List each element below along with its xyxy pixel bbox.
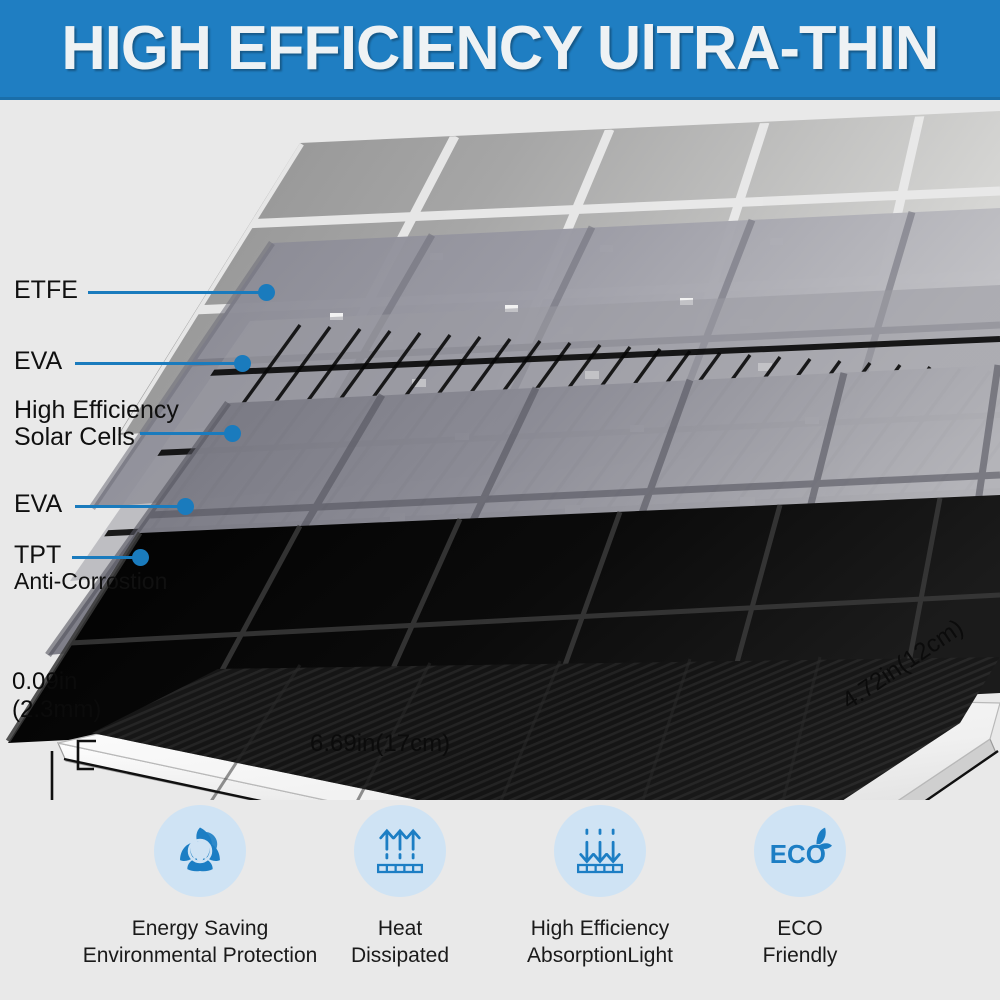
page-title: HIGH EFFICIENCY UlTRA-THIN [61,14,940,83]
feature-label-line1: High Efficiency [530,917,670,940]
callout-label-etfe: ETFE [14,276,78,304]
width-dimension-line [924,750,999,800]
callout-line-etfe [88,291,266,294]
feature-heat-dissipated: Heat Dissipated [300,805,500,969]
dimension-length: 6.69in(17cm) [310,730,451,757]
svg-text:ECO: ECO [770,841,826,869]
length-dimension-line [63,757,262,800]
callout-line-eva-bottom [75,505,185,508]
feature-label-line2: Friendly [762,944,838,967]
callout-dot-eva-bottom [177,498,194,515]
dimension-thickness-line1: 0.09in [12,668,78,695]
exploded-panel-illustration [0,103,1000,800]
callout-dot-eva-top [234,355,251,372]
feature-icon-circle [554,805,646,897]
callout-dot-tpt [132,549,149,566]
callout-dot-etfe [258,284,275,301]
light-down-arrows-icon [576,828,624,874]
feature-label-line2: Dissipated [350,944,450,967]
header-banner: HIGH EFFICIENCY UlTRA-THIN [0,0,1000,100]
callout-label-tpt: TPT [14,541,62,569]
eco-leaf-icon: ECO [770,827,832,869]
feature-strip: Energy Saving Environmental Protection [0,805,1000,1000]
callout-label-solar-cells-line1: High Efficiency [14,396,179,424]
callout-line-tpt [72,556,140,559]
callout-label-eva-top: EVA [14,347,63,375]
callout-label-tpt-sub: Anti-Corrostion [14,568,168,594]
callout-dot-solar-cells [224,425,241,442]
callout-label-solar-cells-line2: Solar Cells [14,423,135,451]
feature-label-line1: ECO [777,917,823,940]
heat-up-arrows-icon [376,828,424,874]
feature-icon-circle: ECO [754,805,846,897]
feature-label-line2: AbsorptionLight [527,944,673,967]
feature-label-line1: Heat [377,917,423,940]
callout-line-solar-cells [140,432,232,435]
thickness-bracket [50,739,96,800]
feature-icon-circle [354,805,446,897]
feature-label-line2: Environmental Protection [82,944,318,967]
callout-line-eva-top [75,362,242,365]
recycle-leaves-icon [180,827,220,872]
finished-panel-base [56,656,1000,800]
feature-icon-circle [154,805,246,897]
callout-label-eva-bottom: EVA [14,490,63,518]
feature-label-line1: Energy Saving [131,917,269,940]
feature-eco-friendly: ECO ECO Friendly [700,805,900,969]
dimension-thickness-line2: (2.3mm) [12,696,102,723]
feature-energy-saving: Energy Saving Environmental Protection [83,805,317,969]
feature-absorption-light: High Efficiency AbsorptionLight [500,805,700,969]
